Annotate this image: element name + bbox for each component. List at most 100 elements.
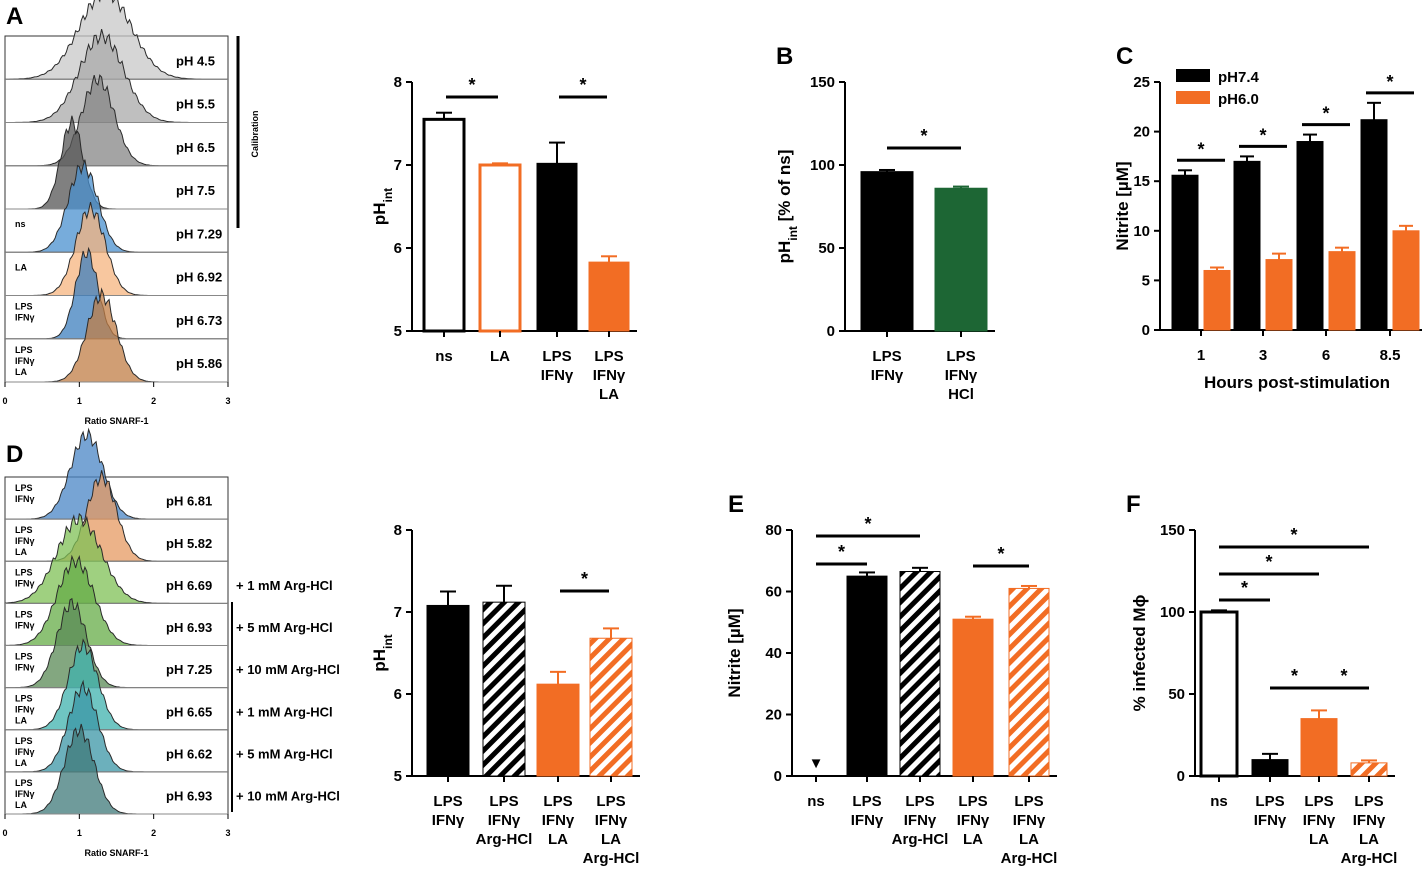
bar-pH6.0-3 — [1392, 230, 1420, 331]
treatment-label-5: + 1 mM Arg-HCl — [236, 704, 333, 719]
x-category-label-4-line: LA — [1019, 831, 1039, 848]
significance-star: * — [579, 75, 586, 95]
y-axis-title: Nitrite [µM] — [1113, 161, 1132, 250]
significance-star: * — [1290, 525, 1297, 545]
x-category-label-0-line: IFNγ — [432, 812, 465, 829]
y-tick-label: 6 — [394, 686, 402, 703]
bar-3 — [1350, 762, 1388, 777]
ph-label-5: pH 6.65 — [166, 704, 212, 719]
x-category-label-1: LPS IFNγ — [851, 793, 884, 829]
y-tick-label: 5 — [394, 768, 402, 785]
y-axis-title-main: pH — [775, 241, 794, 264]
y-tick-label: 20 — [765, 707, 782, 724]
x-tick-label: 1 — [77, 396, 82, 406]
bar-0 — [426, 604, 470, 777]
sample-label-line: IFNγ — [15, 578, 35, 588]
x-category-label-3: 8.5 — [1380, 347, 1401, 364]
x-category-label-3: LPS IFNγ LA — [957, 793, 990, 848]
bar-3 — [588, 261, 630, 332]
y-tick-label: 8 — [394, 522, 402, 539]
sample-label-line: IFNγ — [15, 313, 35, 323]
x-category-label-1-line: HCl — [948, 386, 974, 403]
bar-2 — [536, 683, 580, 777]
x-axis-title: Ratio SNARF-1 — [84, 848, 148, 858]
x-category-label-1-line: Arg-HCl — [476, 831, 533, 848]
bar-pH7.4-1 — [1233, 160, 1261, 331]
sample-label-line: LPS — [15, 778, 33, 788]
bar-1 — [482, 601, 526, 777]
x-category-label-2: LPS IFNγ LA — [1303, 793, 1336, 848]
significance-star: * — [1386, 72, 1393, 92]
x-category-label-2-line: IFNγ — [542, 812, 575, 829]
x-tick-label: 1 — [77, 828, 82, 838]
sample-label-line: LA — [15, 800, 27, 810]
y-axis-title-rest: [% of ns] — [775, 150, 794, 227]
bar-pH6.0-1 — [1265, 259, 1293, 331]
bar-1 — [1251, 759, 1289, 777]
x-category-label-0: LPS IFNγ — [871, 348, 904, 384]
sample-label-line: LPS — [15, 302, 33, 312]
x-category-label-3-line: Arg-HCl — [1341, 850, 1398, 867]
x-category-label-0-line: ns — [807, 793, 825, 810]
sample-label-line: IFNγ — [15, 789, 35, 799]
below-detection-marker: ▼ — [809, 755, 824, 772]
x-category-label-1-line: LPS — [489, 793, 518, 810]
x-category-label-0-line: LPS — [872, 348, 901, 365]
x-tick-label: 2 — [151, 396, 156, 406]
x-category-label-2: LPS IFNγ — [541, 348, 574, 384]
x-category-label-3: LPS IFNγ LA Arg-HCl — [1341, 793, 1398, 867]
y-axis-title-sub: int — [381, 188, 395, 203]
y-tick-label: 60 — [765, 584, 782, 601]
y-tick-label: 6 — [394, 240, 402, 257]
bar-0 — [860, 171, 914, 332]
significance-star: * — [1259, 125, 1266, 145]
sample-label-2: LPS IFNγ — [15, 567, 35, 588]
x-category-label-3-line: LA — [599, 386, 619, 403]
x-category-label-2: LPS IFNγ Arg-HCl — [892, 793, 949, 848]
x-category-label-1-line: LPS — [946, 348, 975, 365]
x-category-label-1-line: IFNγ — [851, 812, 884, 829]
y-tick-label: 7 — [394, 157, 402, 174]
significance-star: * — [1197, 139, 1204, 159]
x-category-label-4-line: IFNγ — [1013, 812, 1046, 829]
x-category-label-2: 6 — [1322, 347, 1330, 364]
sample-label-1: LPS IFNγ LA — [15, 525, 35, 557]
panel-label-f: F — [1126, 491, 1141, 518]
y-axis-title-main: pH — [370, 649, 389, 672]
bar-2 — [1300, 718, 1338, 777]
panel-label-e: E — [728, 491, 744, 518]
sample-label-line: LPS — [15, 694, 33, 704]
y-tick-label: 7 — [394, 604, 402, 621]
x-axis-title: Ratio SNARF-1 — [84, 416, 148, 426]
ph-label-7: pH 6.93 — [166, 789, 212, 804]
significance-star: * — [920, 126, 927, 146]
grouped-bar-chart-panel-c: 0 5 10 15 20 25 Nitrite [µM] 1 * 3 * 6 * 8.5 * Hours po… — [1113, 69, 1422, 392]
sample-label-0: LPS IFNγ — [15, 483, 35, 504]
x-tick-label: 0 — [2, 396, 7, 406]
x-category-label-3-line: LPS — [596, 793, 625, 810]
y-axis-title: Nitrite [µM] — [725, 608, 744, 697]
y-tick-label: 10 — [1133, 223, 1150, 240]
ph-label-1: pH 5.82 — [166, 536, 212, 551]
bar-4 — [1008, 587, 1050, 777]
x-category-label-3-line: Arg-HCl — [583, 850, 640, 867]
ph-label-2: pH 6.5 — [176, 140, 215, 155]
bar-pH6.0-0 — [1203, 269, 1231, 331]
x-category-label-1: LPS IFNγ Arg-HCl — [476, 793, 533, 848]
ph-label-5: pH 6.92 — [176, 270, 222, 285]
legend-swatch-pH6.0 — [1176, 91, 1210, 104]
x-category-label-3-line: IFNγ — [1353, 812, 1386, 829]
significance-star: * — [997, 544, 1004, 564]
significance-star: * — [1265, 552, 1272, 572]
y-axis-title-sub: int — [381, 634, 395, 649]
significance-star: * — [1291, 666, 1298, 686]
sample-label-line: IFNγ — [15, 705, 35, 715]
y-tick-label: 0 — [1142, 322, 1150, 339]
ph-label-6: pH 6.62 — [166, 746, 212, 761]
x-category-label-4-line: Arg-HCl — [1001, 850, 1058, 867]
x-category-label-0: ns — [807, 793, 825, 810]
bar-pH7.4-0 — [1171, 174, 1199, 331]
bar-pH7.4-3 — [1360, 119, 1388, 331]
